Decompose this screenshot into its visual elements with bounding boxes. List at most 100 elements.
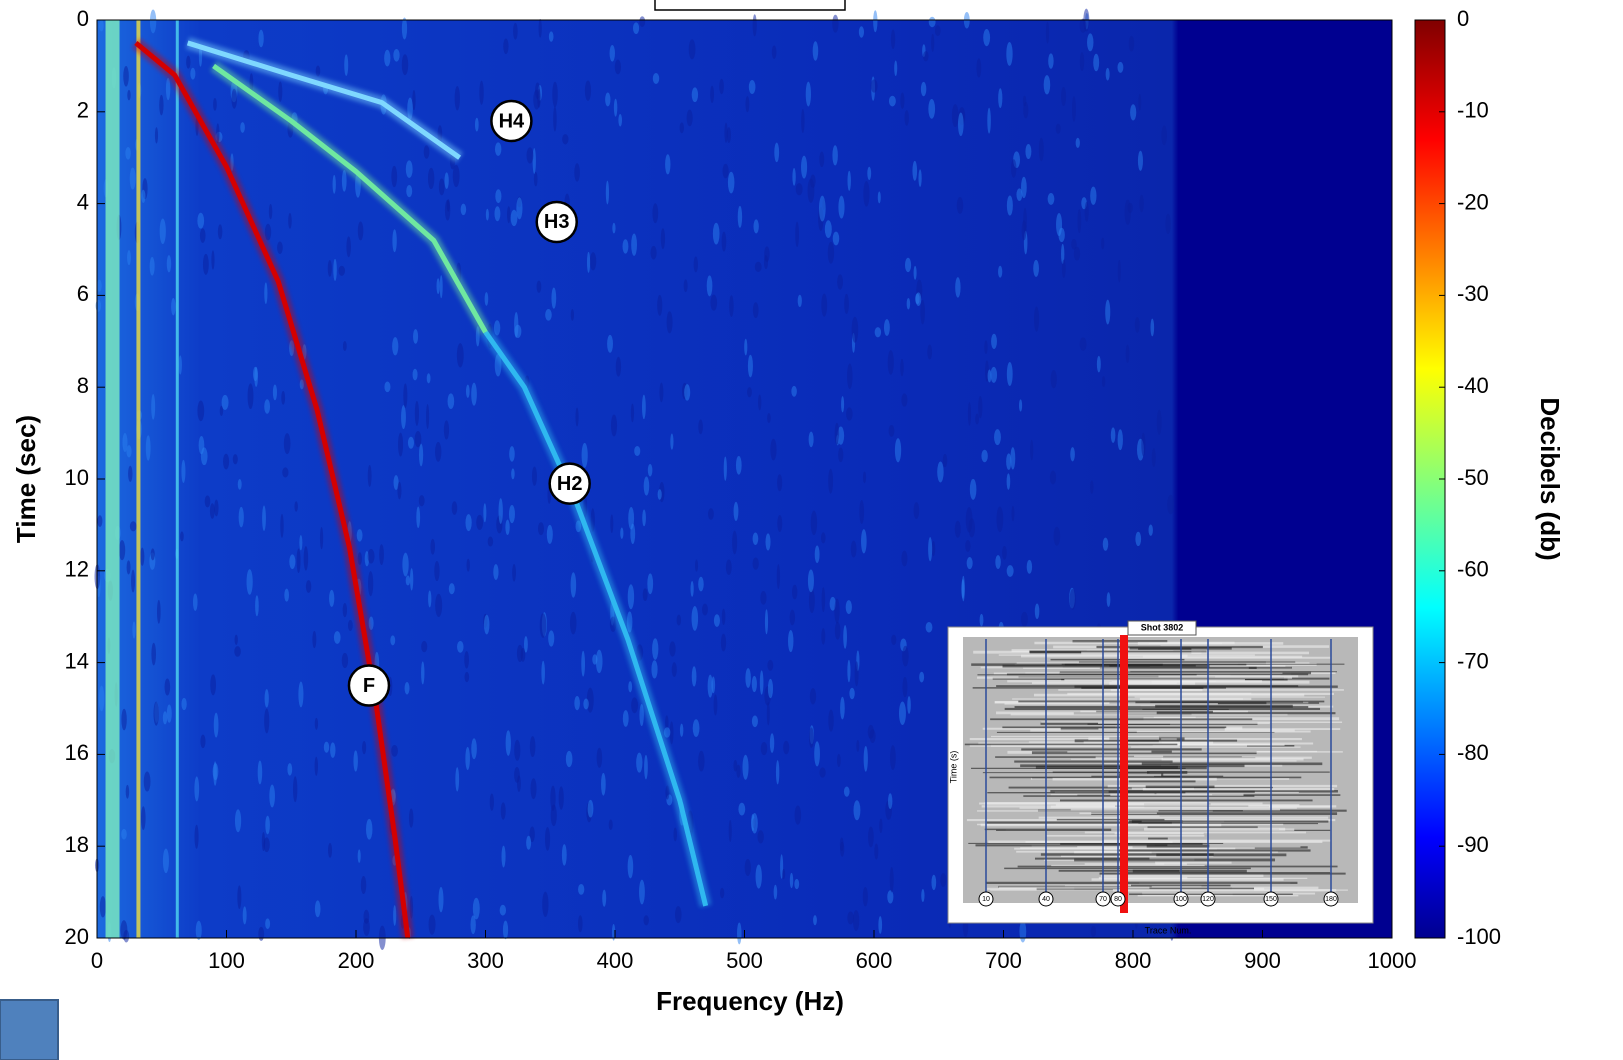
- noise: [863, 181, 870, 207]
- y-tick-label: 4: [77, 189, 89, 214]
- noise: [499, 904, 507, 916]
- noise: [280, 513, 284, 538]
- noise: [752, 14, 757, 37]
- noise: [998, 265, 1003, 278]
- noise: [846, 407, 853, 421]
- noise: [889, 867, 894, 893]
- noise: [657, 294, 663, 316]
- annotation-circle: [490, 99, 533, 143]
- y-tick-label: 18: [65, 832, 89, 857]
- noise: [753, 219, 759, 234]
- noise: [341, 652, 349, 669]
- noise: [789, 609, 796, 626]
- noise: [1128, 35, 1135, 52]
- noise: [760, 741, 768, 756]
- noise: [634, 445, 641, 457]
- noise: [409, 568, 414, 591]
- noise: [408, 808, 414, 828]
- noise: [630, 523, 636, 545]
- noise: [827, 241, 835, 264]
- noise: [407, 97, 413, 120]
- noise: [500, 802, 506, 820]
- noise: [238, 506, 244, 528]
- inset-marker: 100: [1175, 896, 1187, 903]
- noise: [353, 750, 358, 772]
- noise: [526, 147, 534, 164]
- noise: [132, 621, 136, 639]
- noise: [757, 830, 764, 844]
- noise: [219, 405, 224, 416]
- noise: [438, 886, 444, 913]
- noise: [553, 106, 557, 132]
- noise: [122, 433, 128, 453]
- y-tick-label: 16: [65, 740, 89, 765]
- noise: [1061, 87, 1067, 107]
- noise: [1006, 195, 1013, 216]
- inset-marker-circle: [1200, 891, 1216, 907]
- noise: [771, 45, 777, 59]
- noise: [533, 172, 538, 187]
- noise: [287, 763, 293, 776]
- noise: [231, 88, 238, 109]
- noise: [644, 754, 648, 780]
- noise: [659, 382, 664, 403]
- noise: [405, 160, 413, 178]
- noise: [98, 685, 105, 712]
- layer: 0 100 200 300 400 500 600 700 800 900 100002468101…: [65, 6, 1502, 973]
- noise: [283, 433, 291, 455]
- noise: [729, 295, 734, 317]
- noise: [474, 117, 479, 132]
- noise: [898, 701, 906, 726]
- colorbar-tick-label: -70: [1457, 648, 1489, 673]
- noise: [484, 292, 489, 306]
- noise: [751, 715, 758, 728]
- noise: [605, 92, 611, 107]
- noise: [763, 255, 768, 270]
- noise: [934, 25, 941, 37]
- noise: [1021, 220, 1027, 241]
- noise: [367, 548, 375, 564]
- noise: [1034, 603, 1040, 620]
- noise: [752, 557, 759, 570]
- noise: [854, 661, 859, 687]
- noise: [775, 760, 780, 785]
- noise: [510, 209, 518, 227]
- noise: [1102, 537, 1109, 551]
- noise: [727, 171, 735, 194]
- nav-button[interactable]: [0, 999, 59, 1060]
- noise: [197, 212, 205, 229]
- inset-marker-circle: [978, 891, 994, 907]
- noise: [650, 245, 657, 260]
- noise: [360, 875, 367, 895]
- noise: [984, 340, 988, 355]
- noise: [516, 197, 523, 220]
- noise: [255, 595, 259, 617]
- noise: [512, 563, 516, 582]
- noise: [889, 745, 896, 771]
- noise: [991, 333, 997, 350]
- annotation-circle: [347, 664, 391, 707]
- noise: [859, 499, 865, 524]
- noise: [956, 197, 964, 214]
- noise: [808, 727, 814, 748]
- noise: [665, 154, 671, 175]
- noise: [501, 845, 506, 868]
- annotation-label: H2: [557, 473, 583, 495]
- inset-marker-circle: [1110, 891, 1126, 907]
- noise: [140, 547, 145, 566]
- noise: [357, 221, 364, 241]
- plot-frame: [96, 19, 1393, 939]
- noise: [794, 805, 802, 825]
- noise: [589, 252, 597, 271]
- noise: [824, 220, 832, 239]
- y-tick-label: 0: [77, 6, 89, 31]
- y-axis-label: Time (sec): [11, 415, 41, 543]
- noise: [767, 659, 774, 671]
- noise: [1055, 123, 1061, 134]
- noise: [821, 628, 826, 645]
- noise: [725, 559, 732, 575]
- noise: [1061, 259, 1066, 278]
- noise: [327, 260, 332, 277]
- noise: [1110, 427, 1116, 443]
